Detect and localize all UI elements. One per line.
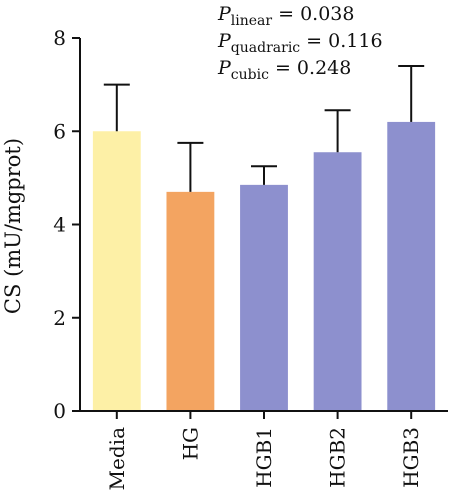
x-tick-label-media: Media	[105, 427, 129, 491]
y-tick-label: 0	[53, 399, 66, 423]
bar-hgb2	[313, 152, 362, 411]
y-tick-label: 2	[53, 306, 66, 330]
bar-hgb3	[387, 121, 436, 412]
x-ticks: Media HG HGB1 HGB2 HGB3	[105, 411, 423, 490]
y-tick-label: 4	[53, 213, 66, 237]
y-axis-title: CS (mU/mgprot)	[1, 138, 25, 314]
y-tick-label: 8	[53, 26, 66, 50]
bar-hgb1	[240, 184, 288, 411]
x-tick-label-hgb3: HGB3	[399, 427, 423, 488]
y-ticks: 0 2 4 6 8	[53, 26, 80, 423]
bars	[92, 121, 436, 412]
p-value-annotation: Plinear = 0.038	[217, 3, 355, 29]
x-tick-label-hgb2: HGB2	[326, 427, 350, 488]
error-bars	[103, 64, 425, 192]
p-value-annotation: Pquadraric = 0.116	[217, 30, 383, 56]
x-tick-label-hg: HG	[178, 427, 202, 460]
y-tick-label: 6	[53, 119, 66, 143]
bar-media	[92, 131, 141, 411]
bar-hg	[166, 191, 215, 411]
x-tick-label-hgb1: HGB1	[252, 427, 276, 488]
p-value-annotation: Pcubic = 0.248	[217, 57, 351, 83]
